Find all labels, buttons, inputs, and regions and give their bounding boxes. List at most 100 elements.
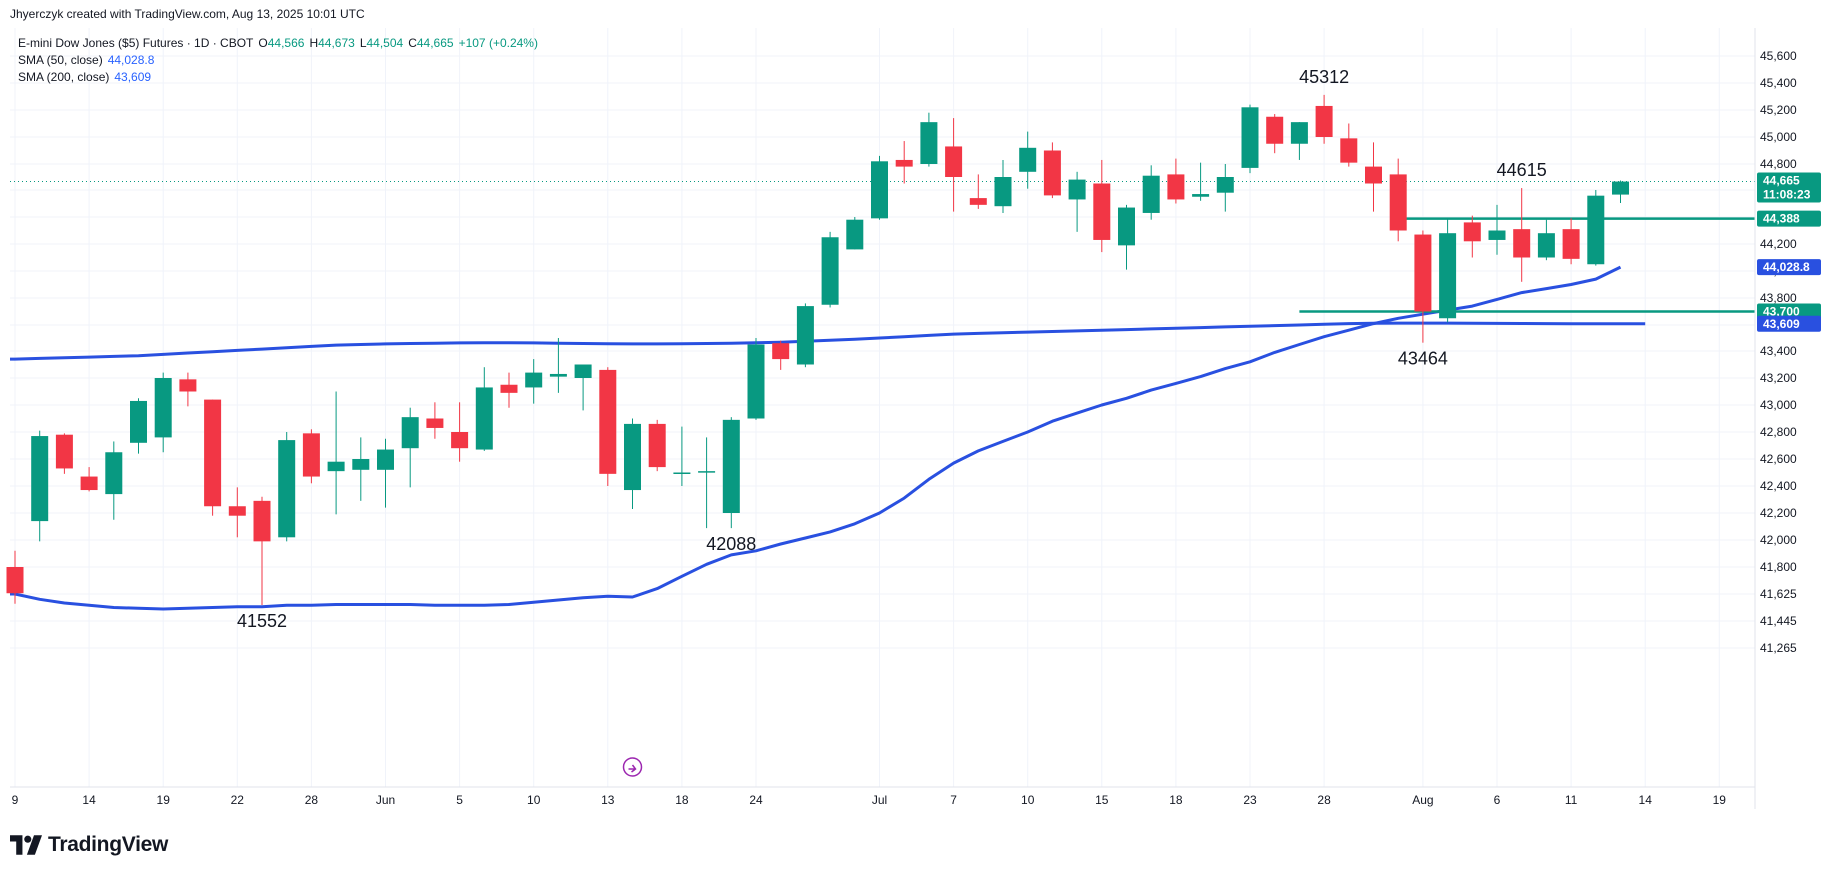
x-tick-label: 18 — [675, 793, 689, 807]
x-tick-label: 7 — [950, 793, 957, 807]
legend-sma50-row[interactable]: SMA (50, close) 44,028.8 — [18, 52, 538, 69]
candle — [673, 426, 691, 486]
candle — [969, 174, 987, 209]
sma50-label: SMA (50, close) — [18, 53, 103, 67]
price-badge-countdown: 11:08:23 — [1763, 188, 1811, 202]
candle — [105, 441, 123, 520]
candle-body — [1167, 174, 1185, 200]
x-tick-label: 19 — [157, 793, 171, 807]
candle-body — [1068, 179, 1086, 200]
candle — [426, 402, 444, 439]
y-tick-label: 45,400 — [1760, 76, 1797, 90]
candle-body — [6, 567, 24, 594]
price-badge-sma200: 43,609 — [1757, 315, 1821, 332]
x-tick-label: 28 — [305, 793, 319, 807]
candle-body — [871, 161, 888, 219]
candle — [179, 372, 197, 407]
candle-body — [1389, 174, 1407, 231]
candle — [228, 487, 246, 538]
symbol-label[interactable]: E-mini Dow Jones ($5) Futures · 1D · CBO… — [18, 36, 254, 50]
candle — [1019, 131, 1037, 189]
y-tick-label: 41,800 — [1760, 560, 1797, 574]
candle-body — [1290, 122, 1308, 144]
candle — [253, 496, 271, 605]
chart-frame[interactable]: 45312 44615 43464 42088 41552 45,600 45,400 45… — [0, 28, 1835, 818]
candle — [1587, 190, 1605, 266]
brand[interactable]: TradingView — [10, 833, 168, 857]
candle — [574, 364, 592, 411]
candle-body — [1315, 105, 1333, 137]
close-value: 44,665 — [416, 36, 454, 50]
x-tick-label: 19 — [1713, 793, 1727, 807]
y-tick-label: 45,000 — [1760, 130, 1797, 144]
candle — [1043, 142, 1061, 199]
open-value: 44,566 — [267, 36, 305, 50]
candle — [1118, 204, 1135, 270]
candle — [1463, 215, 1481, 258]
candle — [1290, 122, 1308, 160]
candle — [648, 419, 666, 472]
legend-ohlc-row: E-mini Dow Jones ($5) Futures · 1D · CBO… — [18, 35, 538, 52]
brand-name: TradingView — [48, 833, 169, 856]
price-badge-bg — [1757, 315, 1821, 332]
candle-body — [945, 146, 963, 177]
candle-body — [302, 433, 320, 477]
price-annotation: 44615 — [1497, 160, 1547, 180]
y-tick-label: 42,600 — [1760, 452, 1797, 466]
candle-body — [673, 472, 691, 474]
candle — [31, 430, 49, 542]
price-chart[interactable]: 45312 44615 43464 42088 41552 45,600 45,400 45… — [0, 28, 1835, 818]
price-badge-bg — [1757, 172, 1821, 203]
price-badge-label: 44,388 — [1763, 212, 1800, 226]
candle-body — [722, 419, 740, 513]
candle-body — [624, 423, 641, 491]
price-badge-bg — [1757, 259, 1821, 276]
x-tick-label: 14 — [82, 793, 96, 807]
x-tick-label: 15 — [1095, 793, 1109, 807]
candle-body — [1216, 177, 1234, 193]
low-label: L — [359, 36, 367, 50]
candle — [1142, 165, 1160, 220]
sma50-value: 44,028.8 — [107, 53, 155, 67]
change-value: +107 (+0.24%) — [458, 36, 538, 50]
y-tick-label: 43,000 — [1760, 398, 1797, 412]
price-badge-sma50: 44,028.8 — [1757, 259, 1821, 276]
candle-body — [377, 449, 394, 470]
candle — [1488, 204, 1506, 255]
candle — [1068, 171, 1086, 232]
axes-layer: 45,60045,40045,20045,00044,80044,60044,4… — [10, 28, 1797, 809]
x-tick-label: 13 — [601, 793, 615, 807]
price-badge-label: 44,665 — [1763, 174, 1800, 188]
candle — [1414, 230, 1432, 343]
candle-body — [525, 372, 543, 388]
x-tick-label: 22 — [231, 793, 245, 807]
candle — [1167, 158, 1185, 204]
price-annotation: 43464 — [1398, 349, 1448, 369]
y-tick-label: 44,200 — [1760, 237, 1797, 251]
legend-sma200-row[interactable]: SMA (200, close) 43,609 — [18, 69, 538, 86]
candle — [1340, 123, 1358, 167]
candle — [698, 437, 716, 529]
candle-body — [1241, 107, 1259, 168]
candle-body — [1043, 150, 1061, 196]
candle-body — [426, 418, 444, 428]
sma200-label: SMA (200, close) — [18, 70, 110, 84]
candle-body — [179, 379, 197, 392]
sma200-value: 43,609 — [114, 70, 152, 84]
candle-body — [475, 387, 493, 450]
candle — [80, 467, 98, 492]
y-tick-label: 45,600 — [1760, 49, 1797, 63]
x-tick-label: Jul — [872, 793, 887, 807]
candle — [599, 367, 617, 486]
candle — [6, 550, 24, 604]
x-tick-label: 6 — [1494, 793, 1501, 807]
price-badge-label: 43,609 — [1763, 317, 1800, 331]
x-tick-label: 28 — [1317, 793, 1331, 807]
x-tick-label: 11 — [1565, 793, 1578, 807]
candle-body — [772, 343, 790, 360]
x-tick-label: 5 — [456, 793, 463, 807]
candle-body — [1587, 195, 1605, 265]
candle-body — [130, 400, 147, 443]
candle — [1513, 188, 1531, 282]
